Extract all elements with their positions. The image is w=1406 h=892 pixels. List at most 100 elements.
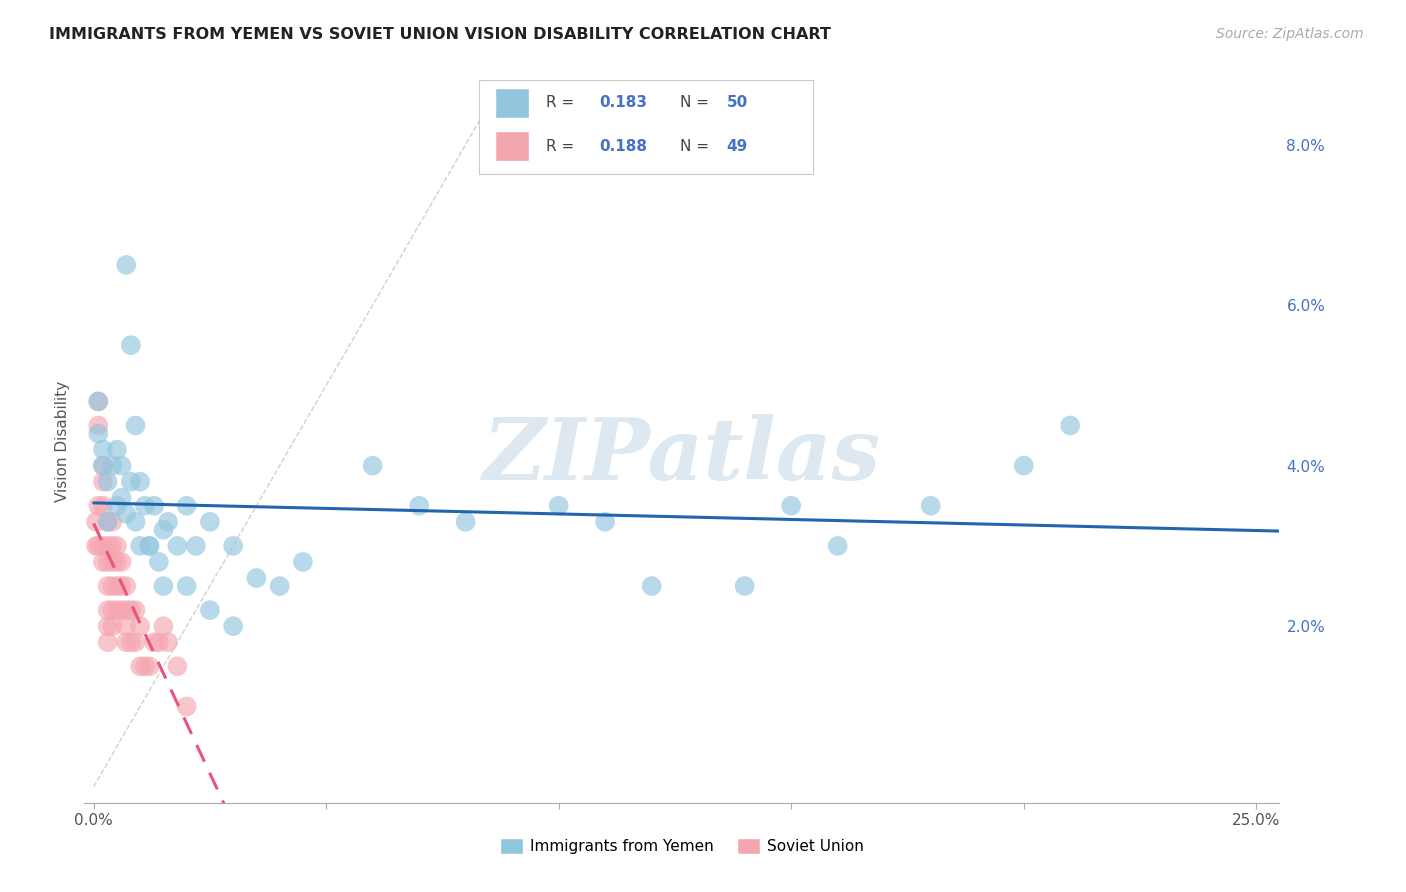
Point <box>198 515 221 529</box>
Point <box>138 539 160 553</box>
Legend: Immigrants from Yemen, Soviet Union: Immigrants from Yemen, Soviet Union <box>494 832 870 860</box>
Point <box>120 475 142 489</box>
Text: IMMIGRANTS FROM YEMEN VS SOVIET UNION VISION DISABILITY CORRELATION CHART: IMMIGRANTS FROM YEMEN VS SOVIET UNION VI… <box>49 27 831 42</box>
Point <box>97 475 120 489</box>
Point <box>138 539 160 553</box>
Point <box>91 442 114 457</box>
Point <box>129 539 152 553</box>
Point <box>101 603 124 617</box>
Point <box>138 659 160 673</box>
Point <box>91 499 114 513</box>
Point <box>115 635 138 649</box>
Point <box>148 555 170 569</box>
Point <box>152 619 174 633</box>
Point <box>152 523 174 537</box>
Point <box>101 555 124 569</box>
Point <box>115 507 138 521</box>
Point <box>152 579 174 593</box>
Point <box>593 515 616 529</box>
Text: ZIPatlas: ZIPatlas <box>482 414 882 498</box>
Point <box>87 499 110 513</box>
Point <box>134 659 156 673</box>
Point <box>105 555 128 569</box>
Point <box>222 539 245 553</box>
Point <box>124 515 146 529</box>
Point <box>734 579 756 593</box>
Point <box>110 458 132 473</box>
Point <box>105 499 128 513</box>
Point <box>129 619 152 633</box>
Point <box>97 539 120 553</box>
Point <box>780 499 803 513</box>
Point <box>157 635 180 649</box>
Text: Source: ZipAtlas.com: Source: ZipAtlas.com <box>1216 27 1364 41</box>
Point <box>110 555 132 569</box>
Point <box>176 499 198 513</box>
Point <box>129 475 152 489</box>
Point <box>87 426 110 441</box>
Point <box>454 515 477 529</box>
Point <box>91 458 114 473</box>
Point <box>97 603 120 617</box>
Point <box>105 579 128 593</box>
Point <box>105 603 128 617</box>
Point <box>101 619 124 633</box>
Point <box>361 458 384 473</box>
Point <box>920 499 942 513</box>
Point <box>120 635 142 649</box>
Point <box>143 499 166 513</box>
Point <box>827 539 849 553</box>
Point <box>110 579 132 593</box>
Point <box>120 338 142 352</box>
Point <box>148 635 170 649</box>
Point <box>84 539 107 553</box>
Point <box>87 418 110 433</box>
Point <box>143 635 166 649</box>
Point <box>408 499 430 513</box>
Point <box>222 619 245 633</box>
Point <box>115 258 138 272</box>
Point <box>166 659 188 673</box>
Point <box>120 603 142 617</box>
Point <box>97 635 120 649</box>
Point <box>1059 418 1081 433</box>
Point <box>1012 458 1035 473</box>
Point <box>110 491 132 505</box>
Point <box>245 571 267 585</box>
Point <box>97 555 120 569</box>
Point <box>157 515 180 529</box>
Point <box>101 458 124 473</box>
Point <box>91 458 114 473</box>
Point <box>115 619 138 633</box>
Point <box>269 579 291 593</box>
Point <box>97 515 120 529</box>
Point <box>124 418 146 433</box>
Point <box>101 579 124 593</box>
Point <box>105 442 128 457</box>
Point <box>547 499 569 513</box>
Point <box>91 539 114 553</box>
Point <box>641 579 664 593</box>
Point <box>184 539 207 553</box>
Point <box>166 539 188 553</box>
Point <box>124 635 146 649</box>
Point <box>97 619 120 633</box>
Point <box>110 603 132 617</box>
Point <box>115 603 138 617</box>
Point <box>87 394 110 409</box>
Y-axis label: Vision Disability: Vision Disability <box>55 381 70 502</box>
Point <box>91 555 114 569</box>
Point <box>115 579 138 593</box>
Point <box>176 699 198 714</box>
Point <box>105 539 128 553</box>
Point <box>91 475 114 489</box>
Point <box>176 579 198 593</box>
Point <box>97 579 120 593</box>
Point <box>198 603 221 617</box>
Point <box>124 603 146 617</box>
Point <box>97 515 120 529</box>
Point <box>84 515 107 529</box>
Point <box>101 539 124 553</box>
Point <box>101 515 124 529</box>
Point <box>87 539 110 553</box>
